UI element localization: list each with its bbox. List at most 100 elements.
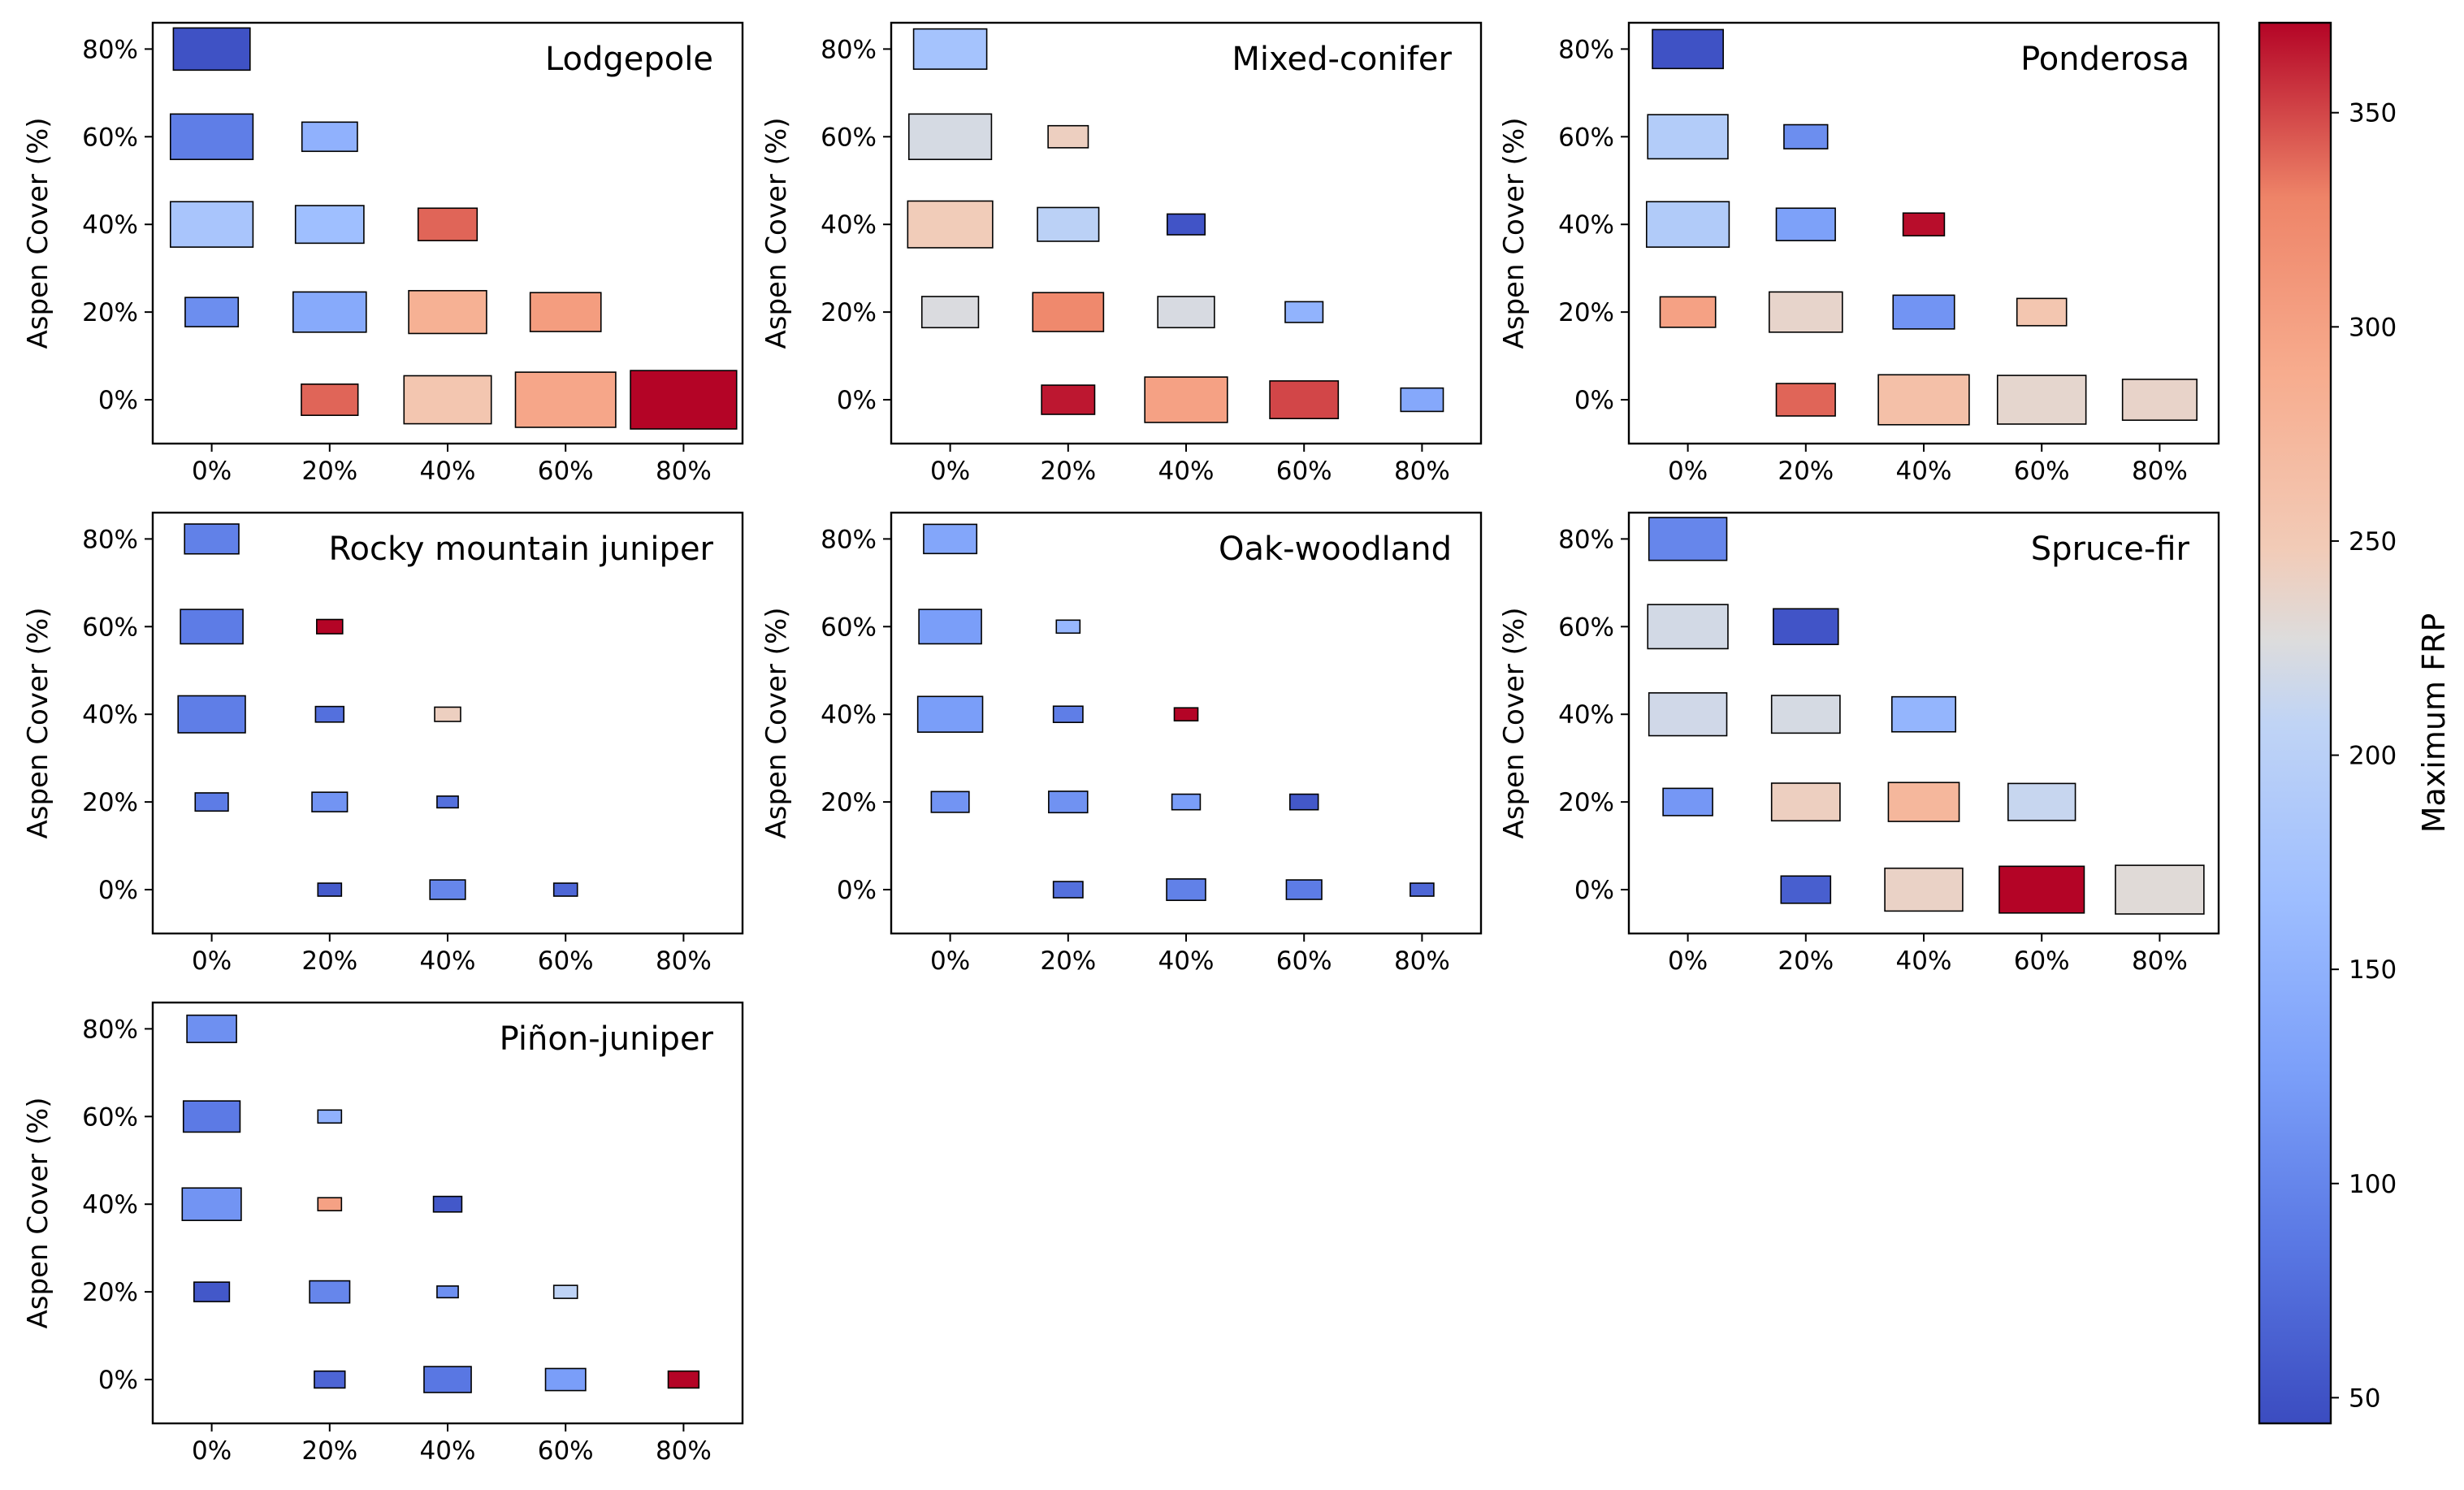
cell xyxy=(317,882,343,897)
cell xyxy=(403,375,492,425)
y-axis-label: Aspen Cover (%) xyxy=(1498,117,1531,349)
y-tick-label: 0% xyxy=(98,876,138,905)
cell xyxy=(1269,380,1340,420)
cell xyxy=(1173,707,1199,721)
y-tick-label: 0% xyxy=(98,386,138,415)
cell xyxy=(301,121,358,153)
y-tick-label: 20% xyxy=(82,788,138,817)
x-tick-label: 60% xyxy=(1276,457,1332,486)
cell xyxy=(309,1280,351,1304)
y-tick-label: 40% xyxy=(82,700,138,730)
y-tick-label: 0% xyxy=(98,1366,138,1395)
x-tick-label: 40% xyxy=(1158,457,1215,486)
cell xyxy=(907,200,994,249)
cell xyxy=(918,609,982,645)
cell xyxy=(907,113,993,161)
x-tick-label: 40% xyxy=(1896,457,1952,486)
cell xyxy=(1783,123,1829,149)
panel-title: Piñon-juniper xyxy=(500,1020,714,1058)
x-tick-label: 0% xyxy=(930,946,970,976)
cell xyxy=(1055,619,1081,635)
x-tick-label: 80% xyxy=(656,946,712,976)
cell xyxy=(434,706,461,722)
x-tick-label: 80% xyxy=(2132,457,2188,486)
cell xyxy=(912,28,988,70)
x-tick-label: 20% xyxy=(301,1436,357,1466)
y-tick-label: 60% xyxy=(821,613,877,642)
x-tick-label: 0% xyxy=(192,457,232,486)
panel-title: Oak-woodland xyxy=(1219,531,1452,568)
cell xyxy=(1284,301,1324,323)
x-tick-label: 40% xyxy=(1158,946,1215,976)
panel-6: 0% 20% 40% 60% 80% 0% 20% 40% 60% 80% Aspen Cover … xyxy=(1498,511,2220,976)
cell xyxy=(316,618,344,635)
cell xyxy=(314,1370,346,1389)
y-tick-label: 20% xyxy=(821,788,877,817)
cell xyxy=(180,609,244,645)
y-tick-label: 0% xyxy=(1574,386,1614,415)
cell xyxy=(436,1285,459,1299)
cell xyxy=(1877,374,1970,426)
cell xyxy=(2115,864,2205,915)
cell xyxy=(1047,124,1089,149)
x-tick-label: 60% xyxy=(2014,457,2070,486)
cell xyxy=(1770,695,1841,734)
y-tick-label: 20% xyxy=(1558,788,1614,817)
colorbar: 50 100 150 200 250 300 350 Maximum FRP xyxy=(2258,21,2452,1425)
x-tick-label: 40% xyxy=(420,946,476,976)
x-tick-label: 60% xyxy=(538,1436,594,1466)
x-tick-label: 60% xyxy=(538,946,594,976)
panel-title: Mixed-conifer xyxy=(1232,41,1452,78)
y-tick-label: 0% xyxy=(837,386,877,415)
cell xyxy=(417,207,479,241)
panel-title: Lodgepole xyxy=(545,41,713,78)
colorbar-gradient xyxy=(2258,21,2332,1425)
cell xyxy=(2007,782,2076,821)
cell xyxy=(1041,384,1096,415)
cell xyxy=(436,795,459,809)
cell xyxy=(1887,782,1960,822)
cell xyxy=(544,1367,587,1392)
y-axis-label: Aspen Cover (%) xyxy=(1498,607,1531,838)
cell xyxy=(2121,379,2198,421)
cell xyxy=(311,791,349,812)
cell xyxy=(1032,292,1105,332)
x-tick-label: 40% xyxy=(420,457,476,486)
y-tick-label: 0% xyxy=(1574,876,1614,905)
colorbar-tick-label: 50 xyxy=(2349,1384,2380,1413)
cell xyxy=(1052,705,1084,723)
y-tick-label: 80% xyxy=(1558,525,1614,554)
y-tick-label: 0% xyxy=(837,876,877,905)
cell xyxy=(1648,517,1728,561)
y-tick-label: 20% xyxy=(1558,298,1614,327)
panel-title: Spruce-fir xyxy=(2031,531,2190,568)
colorbar-tick-label: 350 xyxy=(2349,99,2397,128)
x-tick-label: 80% xyxy=(2132,946,2188,976)
x-tick-label: 20% xyxy=(1040,946,1096,976)
cell xyxy=(1770,782,1841,822)
cell xyxy=(1410,882,1435,897)
y-tick-label: 60% xyxy=(82,123,138,152)
cell xyxy=(1996,375,2087,425)
cell xyxy=(920,296,980,329)
x-tick-label: 0% xyxy=(1668,457,1708,486)
cell xyxy=(1892,294,1955,330)
cell xyxy=(1171,793,1202,811)
cell xyxy=(182,1100,241,1133)
panel-3: 0% 20% 40% 60% 80% 0% 20% 40% 60% 80% Aspen Cover … xyxy=(1498,21,2220,486)
cell xyxy=(1037,206,1100,242)
cell xyxy=(2016,297,2068,327)
cell xyxy=(630,370,738,430)
panel-1: 0% 20% 40% 60% 80% 0% 20% 40% 60% 80% Aspen Cover … xyxy=(22,21,744,486)
cell xyxy=(1157,296,1215,329)
cell xyxy=(1144,376,1228,423)
cell xyxy=(923,523,978,555)
y-axis-label: Aspen Cover (%) xyxy=(22,607,54,838)
cell xyxy=(1166,878,1206,902)
cell xyxy=(317,1197,343,1211)
x-tick-label: 0% xyxy=(192,1436,232,1466)
cell xyxy=(1052,881,1084,899)
y-tick-label: 20% xyxy=(82,298,138,327)
y-axis-label: Aspen Cover (%) xyxy=(22,1097,54,1328)
cell xyxy=(1902,212,1946,236)
